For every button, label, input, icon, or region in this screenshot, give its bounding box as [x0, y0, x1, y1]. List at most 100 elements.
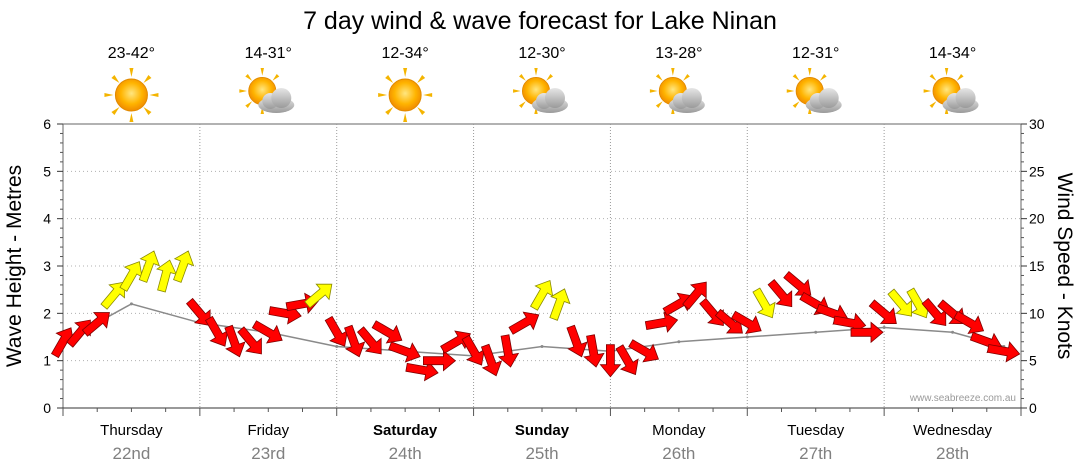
left-y-axis: 0 1 2 3 4 5 6 [43, 116, 63, 416]
wind-arrow [388, 341, 421, 363]
wind-arrow [868, 299, 897, 324]
wind-arrow [767, 279, 793, 308]
wave-height-point [335, 344, 339, 348]
day-temperature-range: 14-31° [245, 45, 292, 62]
partly-cloudy-icon [513, 68, 568, 114]
day-name-label: Monday [652, 422, 706, 439]
right-tick-label: 15 [1029, 258, 1045, 274]
wave-height-point [677, 340, 681, 344]
wind-arrow [304, 283, 333, 309]
wave-height-point [951, 330, 955, 334]
wave-height-point [814, 330, 818, 334]
wind-arrow [480, 343, 503, 377]
left-tick-label: 0 [43, 400, 51, 416]
left-tick-label: 4 [43, 211, 51, 227]
day-temperature-range: 13-28° [655, 45, 702, 62]
wind-arrow [237, 326, 262, 355]
right-tick-label: 10 [1029, 305, 1045, 321]
day-name-label: Friday [247, 422, 289, 439]
partly-cloudy-icon [239, 68, 294, 114]
wind-arrow [173, 250, 195, 283]
day-temperature-range: 12-30° [518, 45, 565, 62]
wind-arrow [204, 315, 229, 347]
wind-arrow [324, 315, 348, 347]
day-temperature-range: 12-34° [381, 45, 428, 62]
wind-arrow [224, 324, 246, 358]
wave-height-point [882, 326, 886, 330]
wind-arrow [138, 250, 160, 283]
day-temperature-range: 12-31° [792, 45, 839, 62]
wind-speed-series [50, 250, 1021, 382]
wind-arrow [508, 311, 540, 335]
wind-arrow [730, 310, 762, 334]
chart-title: 7 day wind & wave forecast for Lake Nina… [303, 7, 777, 35]
credit-text: www.seabreeze.com.au [909, 393, 1016, 404]
wind-arrow [81, 312, 110, 337]
day-date-label: 23rd [251, 444, 285, 463]
wind-arrow [644, 311, 679, 333]
wind-arrow [549, 288, 571, 321]
wind-arrow [344, 324, 366, 358]
wave-height-point [129, 302, 133, 306]
day-date-label: 25th [525, 444, 558, 463]
day-temperature-range: 23-42° [108, 45, 155, 62]
right-tick-label: 0 [1029, 400, 1037, 416]
gridlines [63, 124, 1021, 408]
wind-arrow [887, 288, 912, 317]
wind-arrow [583, 334, 605, 368]
wind-arrow [119, 261, 143, 292]
wind-arrow [921, 297, 947, 327]
day-name-label: Saturday [373, 422, 438, 439]
wind-arrow [422, 349, 457, 372]
wind-arrow [599, 344, 622, 378]
wind-arrow [251, 320, 283, 344]
plot-area [62, 123, 1022, 409]
wind-arrow [682, 281, 707, 310]
left-tick-label: 2 [43, 305, 51, 321]
wind-arrow [953, 310, 985, 334]
right-y-axis: 0 5 10 15 20 25 30 [1021, 116, 1045, 416]
wind-arrow [529, 280, 554, 311]
wind-arrow [566, 324, 588, 358]
wind-arrow [461, 334, 485, 366]
sun-icon [377, 67, 433, 123]
wind-arrow [628, 339, 659, 363]
left-tick-label: 6 [43, 116, 51, 132]
wind-arrow [371, 320, 403, 344]
partly-cloudy-icon [924, 68, 979, 114]
wind-arrow [850, 321, 884, 344]
wind-arrow [356, 326, 382, 355]
left-tick-label: 5 [43, 163, 51, 179]
sun-icon [103, 67, 159, 123]
day-name-label: Wednesday [913, 422, 992, 439]
day-date-label: 24th [389, 444, 422, 463]
daily-forecast-row: 23-42° 14-31° 12-34° 12-30° 13-28° 12-31° 14-3… [103, 45, 979, 123]
wind-arrow [405, 360, 439, 382]
day-date-label: 28th [936, 444, 969, 463]
day-name-label: Tuesday [787, 422, 844, 439]
wind-arrow [497, 334, 520, 368]
day-temperature-range: 14-34° [929, 45, 976, 62]
right-tick-label: 30 [1029, 116, 1045, 132]
wave-height-point [540, 344, 544, 348]
wind-arrow [185, 297, 211, 327]
left-axis-label: Wave Height - Metres [3, 165, 26, 367]
right-tick-label: 25 [1029, 163, 1045, 179]
wind-arrow [752, 287, 776, 319]
wind-arrow [986, 341, 1021, 363]
day-date-label: 27th [799, 444, 832, 463]
left-tick-label: 3 [43, 258, 51, 274]
right-tick-label: 5 [1029, 353, 1037, 369]
day-date-label: 22nd [113, 444, 151, 463]
day-name-label: Sunday [515, 422, 570, 439]
x-axis: Thursday 22nd Friday 23rd Saturday 24th Sunday… [62, 407, 1022, 463]
left-tick-label: 1 [43, 353, 51, 369]
partly-cloudy-icon [650, 68, 705, 114]
wind-arrow [615, 344, 639, 376]
day-name-label: Thursday [100, 422, 163, 439]
day-date-label: 26th [662, 444, 695, 463]
right-tick-label: 20 [1029, 211, 1045, 227]
wind-arrow [156, 259, 178, 293]
wave-height-point [745, 335, 749, 339]
